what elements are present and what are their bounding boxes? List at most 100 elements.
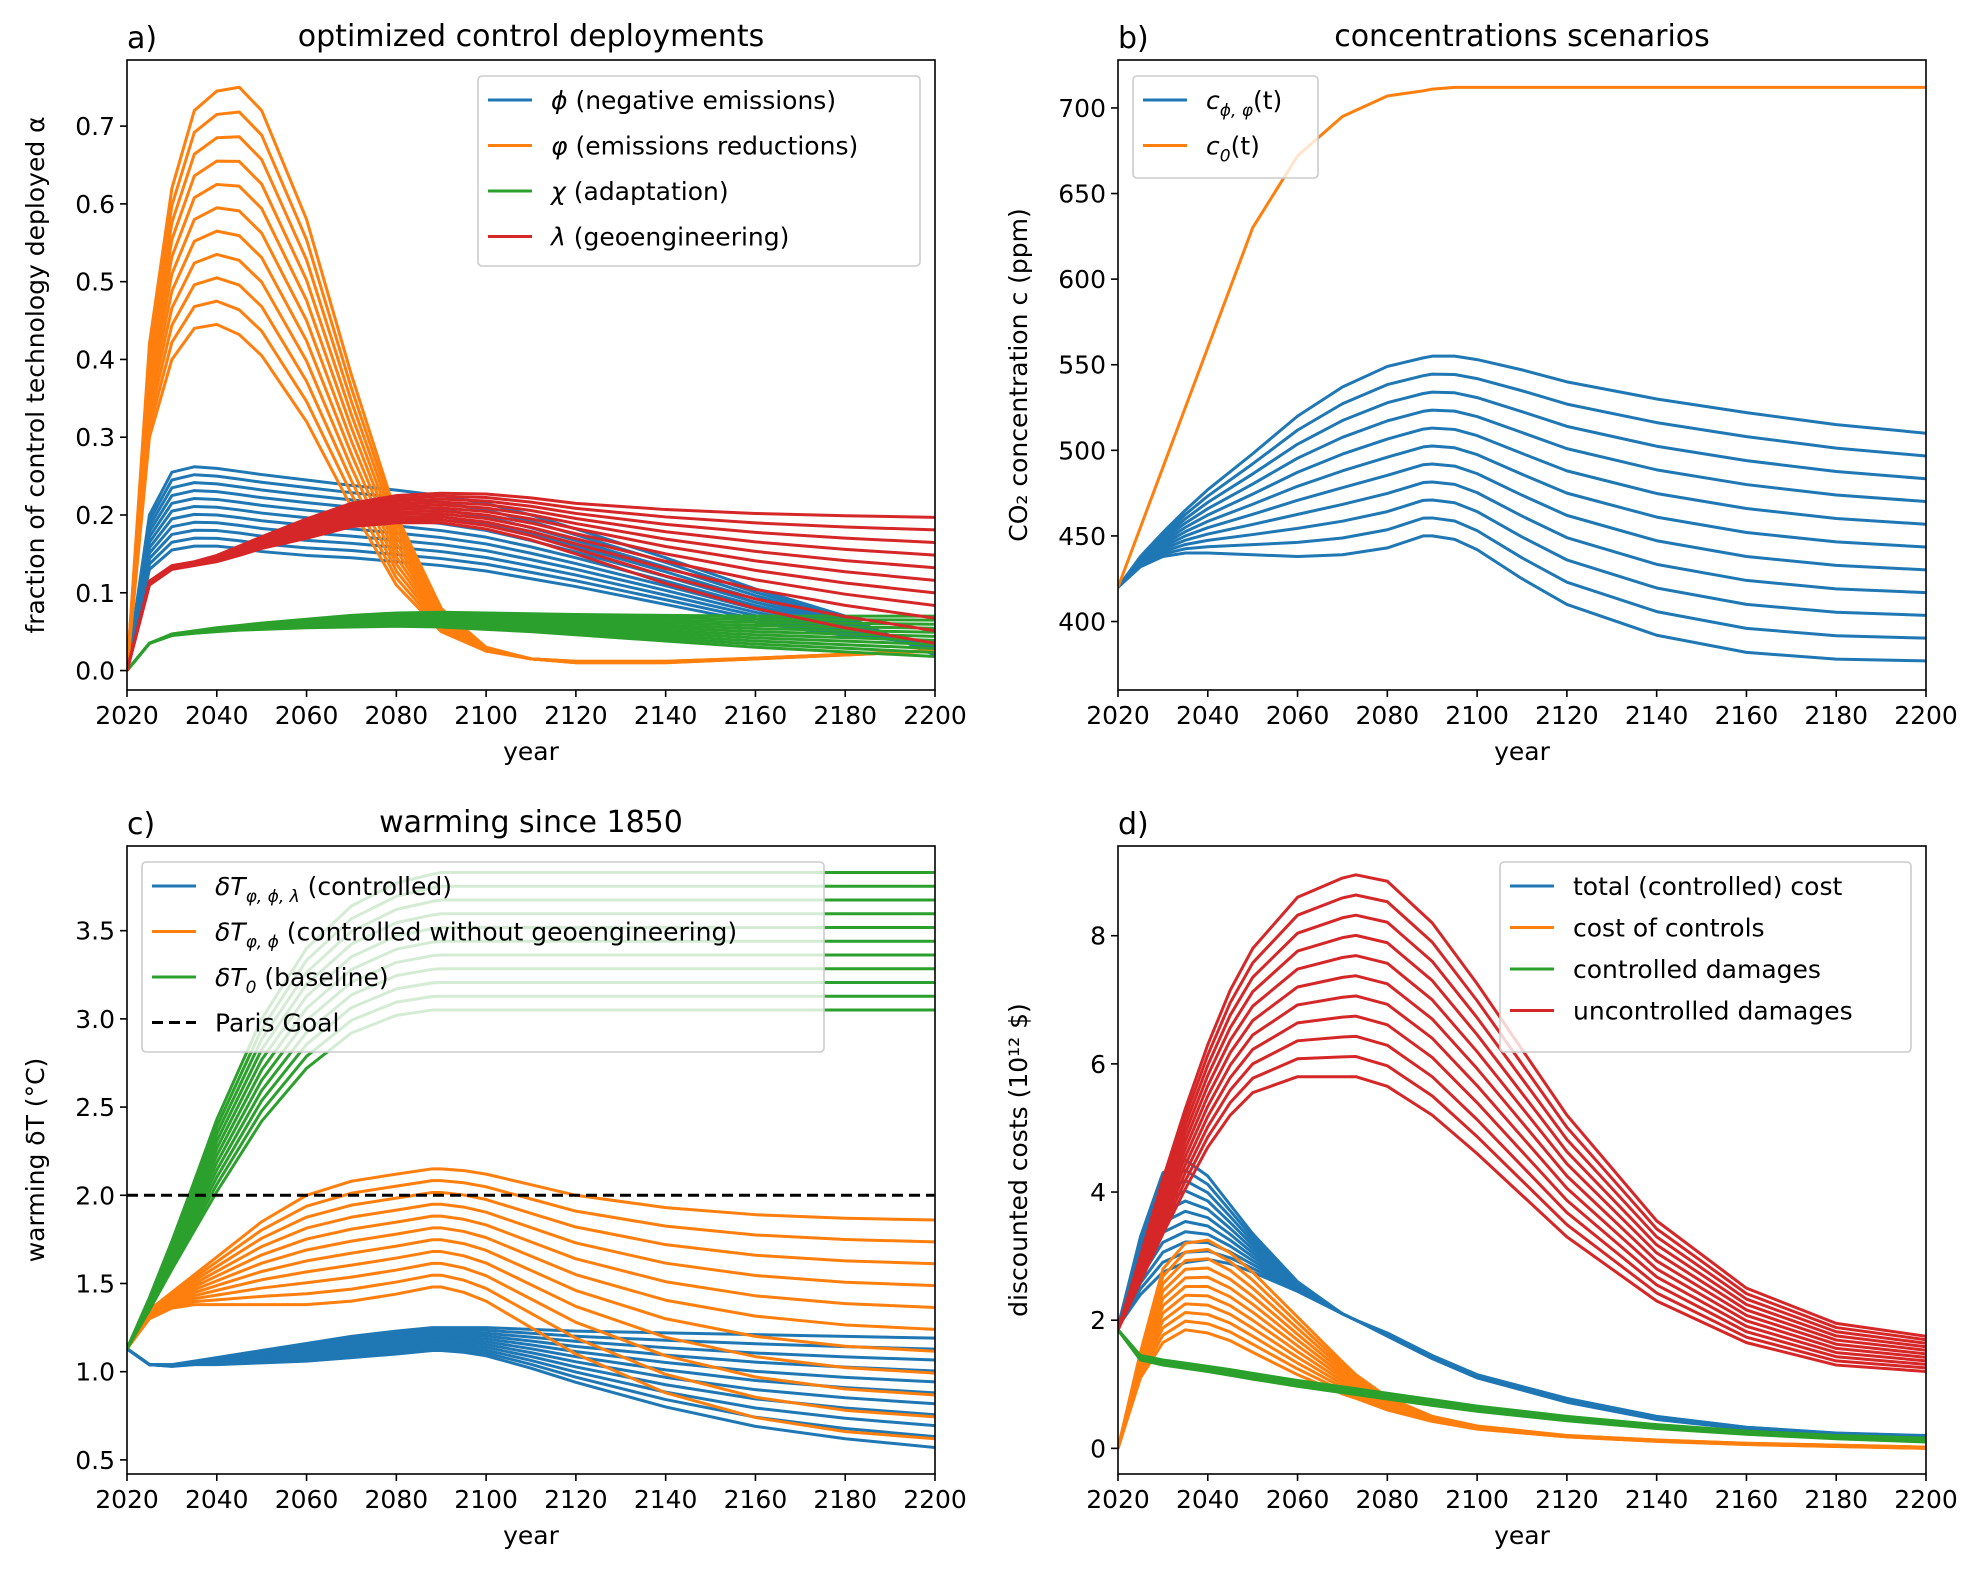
panel-title: warming since 1850 [379,805,683,840]
legend-text: (t) [1253,86,1282,115]
x-tick-label: 2080 [365,1485,429,1514]
legend-text: Paris Goal [215,1009,339,1038]
x-tick-label: 2060 [1266,701,1330,730]
x-tick-label: 2160 [1715,701,1779,730]
x-tick-label: 2060 [1266,1485,1330,1514]
series-line-1-7 [127,1202,935,1350]
series-line-3-7 [1118,933,1926,1349]
panel-3: 2020 2040 2060 2080 2100 2120 2140 2160 2180 2200… [1004,807,1958,1550]
series-line-0-8 [1118,390,1926,589]
series-line-1-3 [127,1250,935,1375]
legend: total (controlled) cost cost of controls c… [1499,861,1912,1053]
panel-1: 2020 2040 2060 2080 2100 2120 2140 2160 2180 2200… [1004,19,1958,766]
legend-text: (controlled without geoengineering) [279,918,737,947]
y-axis-label: fraction of control technology deployed … [21,116,50,633]
y-tick-label: 450 [1058,522,1106,551]
x-tick-label: 2160 [724,1485,788,1514]
x-tick-label: 2040 [185,701,249,730]
y-tick-label: 8 [1090,922,1106,951]
y-tick-label: 550 [1058,351,1106,380]
legend-symbol: φ [551,132,568,161]
axes-frame [1117,59,1927,691]
x-tick-label: 2200 [1894,1485,1958,1514]
x-axis-label: year [503,737,559,766]
legend-symbol: δT [215,872,247,901]
y-tick-label: 2 [1090,1306,1106,1335]
legend: δTφ, ϕ, λ (controlled)δTφ, ϕ (controlled… [141,861,825,1053]
legend-symbol: λ [549,223,566,252]
panel-label: c) [127,807,155,842]
panel-label: d) [1118,807,1149,842]
x-tick-label: 2080 [365,701,429,730]
x-tick-label: 2180 [813,701,877,730]
y-tick-label: 650 [1058,180,1106,209]
panel-label: b) [1118,21,1149,56]
y-tick-label: 0.1 [75,579,115,608]
series-line-3-10 [127,491,935,671]
legend-text: (geoengineering) [566,223,790,252]
x-tick-label: 2200 [903,701,967,730]
series-line-1-5 [127,1226,935,1350]
series-line-0-4 [127,512,935,671]
y-tick-label: 1.5 [75,1269,115,1298]
legend-text: cost of controls [1573,914,1765,943]
x-tick-label: 2060 [275,701,339,730]
x-tick-label: 2100 [1445,1485,1509,1514]
panel-title: optimized control deployments [298,19,764,54]
x-tick-label: 2040 [1176,701,1240,730]
legend-box [477,75,921,267]
y-tick-label: 3.0 [75,1005,115,1034]
series-line-0-4 [1118,462,1926,589]
x-tick-label: 2180 [1804,701,1868,730]
legend-label: ϕ (negative emissions) [551,86,836,115]
series-line-0-9 [1118,372,1926,589]
series-line-1-2 [127,1261,935,1397]
series-line-0-4 [127,1339,935,1406]
series-line-0-8 [1118,1179,1926,1438]
x-tick-label: 2180 [813,1485,877,1514]
legend-text: total (controlled) cost [1573,872,1842,901]
y-tick-label: 4 [1090,1178,1106,1207]
x-tick-label: 2140 [1625,1485,1689,1514]
legend-label: χ (adaptation) [549,177,729,206]
series-line-3-2 [1118,1034,1926,1366]
y-tick-label: 0.2 [75,501,115,530]
series-line-2-10 [127,610,935,672]
x-tick-label: 2040 [185,1485,249,1514]
series-line-3-9 [1118,893,1926,1342]
series-line-1-8 [127,1190,935,1350]
series-line-0-10 [1118,354,1926,589]
y-axis-label: warming δT (°C) [21,1058,50,1263]
x-tick-label: 2120 [1535,1485,1599,1514]
panel-title: concentrations scenarios [1334,19,1710,54]
legend-subscript: ϕ, φ [1220,101,1254,121]
legend-symbol: δT [215,918,247,947]
x-tick-label: 2100 [454,1485,518,1514]
x-axis-label: year [1494,1521,1550,1550]
legend-text: (emissions reductions) [568,132,859,161]
series-line-0-10 [1118,1158,1926,1438]
legend-box [1499,861,1912,1053]
legend-text: (adaptation) [566,177,729,206]
legend-label: cost of controls [1573,914,1765,943]
legend-symbol: c [1206,132,1220,161]
x-tick-label: 2140 [634,701,698,730]
legend-text: (controlled) [300,872,452,901]
y-tick-label: 6 [1090,1050,1106,1079]
panel-2: 2020 2040 2060 2080 2100 2120 2140 2160 2180 2200… [21,805,967,1550]
series-line-0-0 [1118,534,1926,663]
x-axis-label: year [1494,737,1550,766]
x-tick-label: 2020 [95,1485,159,1514]
legend-text: controlled damages [1573,955,1821,984]
series-line-3-8 [1118,913,1926,1345]
legend-label: cϕ, φ(t) [1206,86,1282,121]
x-axis-label: year [503,1521,559,1550]
series-line-0-5 [1118,444,1926,589]
plot-area [1118,873,1926,1450]
x-tick-label: 2200 [1894,701,1958,730]
series-line-1-9 [127,1179,935,1350]
series-line-3-3 [1118,1014,1926,1363]
y-tick-label: 0.7 [75,112,115,141]
series-line-0-2 [1118,498,1926,617]
